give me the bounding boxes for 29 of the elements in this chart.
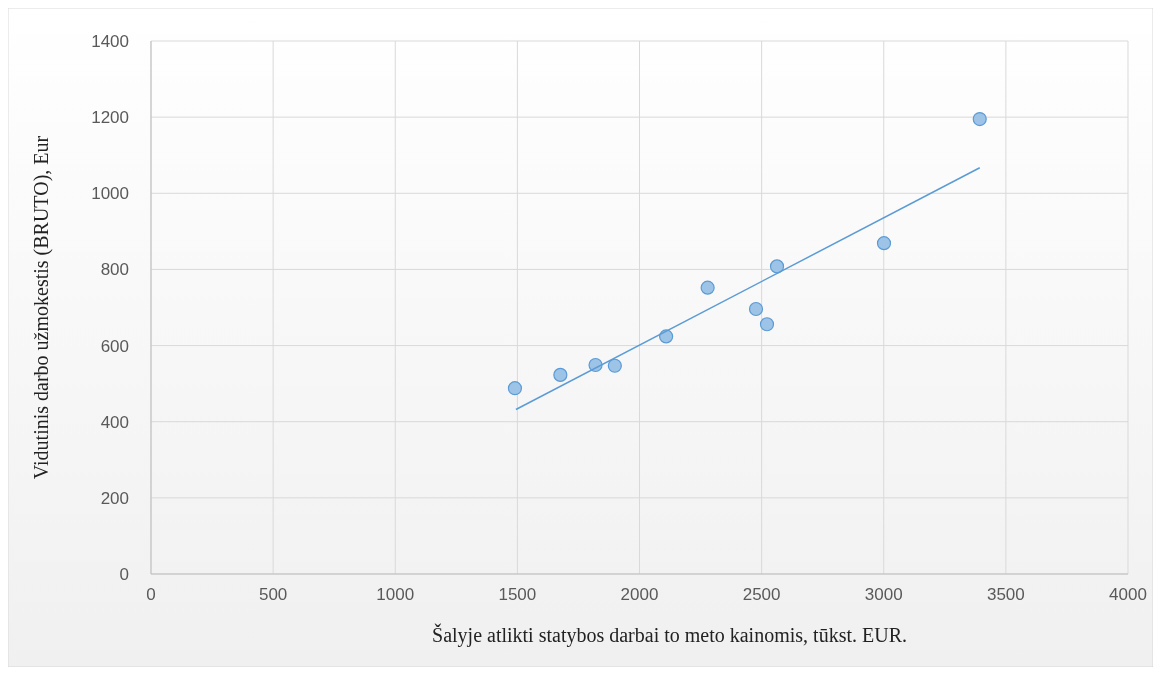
point — [769, 259, 785, 274]
x-tick-label: 0 — [146, 585, 156, 604]
x-tick-label: 4000 — [1109, 585, 1147, 604]
point — [659, 329, 674, 344]
point — [972, 111, 987, 127]
x-tick-label: 2000 — [620, 585, 659, 604]
point — [748, 301, 764, 317]
x-tick-label: 3000 — [864, 585, 903, 604]
point — [553, 367, 568, 382]
y-tick-label: 200 — [100, 488, 129, 508]
point — [607, 358, 622, 373]
point — [700, 280, 715, 295]
y-tick-label: 1000 — [91, 184, 129, 204]
y-tick-label: 1400 — [91, 32, 129, 51]
y-tick-label: 800 — [100, 260, 129, 280]
x-tick-label: 1500 — [498, 585, 537, 604]
x-tick-label: 500 — [258, 585, 288, 604]
point — [507, 381, 523, 396]
x-tick-label: 1000 — [376, 585, 415, 604]
y-tick-label: 600 — [100, 336, 129, 356]
point — [759, 317, 775, 332]
y-tick-label: 400 — [100, 412, 129, 432]
y-tick-label: 0 — [119, 565, 129, 584]
x-axis-title: Šalyje atlikti statybos darbai to meto kainomis, tūkst. EUR. — [432, 623, 907, 647]
x-tick-label: 2500 — [742, 585, 781, 604]
point — [876, 236, 892, 251]
y-tick-label: 1200 — [91, 108, 129, 128]
y-axis-title: Vidutinis darbo užmokestis (BRUTO), Eur — [30, 135, 53, 480]
x-tick-label: 3500 — [986, 585, 1025, 604]
